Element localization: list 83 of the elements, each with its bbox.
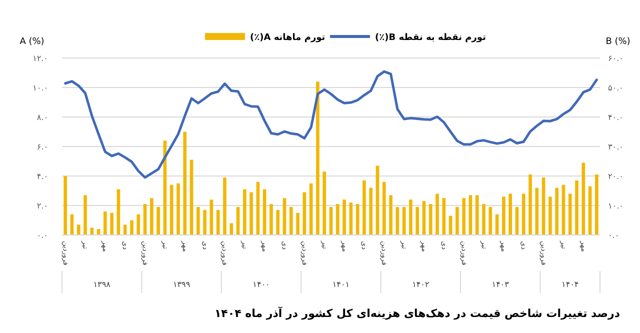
y2-tick-label: ۶۰.۰ xyxy=(608,54,624,63)
bar xyxy=(270,204,273,235)
line-series xyxy=(64,70,598,179)
bar xyxy=(382,182,386,235)
bar xyxy=(548,196,552,235)
bar xyxy=(136,214,140,235)
bar xyxy=(468,195,472,235)
y-axis-title: A (%) xyxy=(20,37,44,47)
bar xyxy=(462,198,466,235)
bar xyxy=(528,174,532,235)
bar xyxy=(502,196,506,235)
bar xyxy=(230,223,234,235)
y2-tick-label: ۰.۰ xyxy=(608,231,620,240)
bar xyxy=(64,176,67,235)
bar xyxy=(409,200,412,235)
bar xyxy=(250,192,253,235)
legend-label: تورم نقطه به نقطه B(٪) xyxy=(375,33,486,43)
y-tick-label: ۲.۰ xyxy=(36,202,48,210)
bar xyxy=(90,228,94,235)
bar xyxy=(289,206,293,235)
bar xyxy=(316,82,320,235)
legend-label: تورم ماهانه A(٪) xyxy=(250,33,326,43)
bar xyxy=(150,198,154,235)
bar xyxy=(296,212,300,235)
bar xyxy=(535,188,539,235)
y-tick-label: ۱۲.۰ xyxy=(32,54,48,63)
y2-tick-label: ۴۰.۰ xyxy=(608,113,624,122)
bar xyxy=(416,206,420,235)
bar xyxy=(76,224,80,235)
bar xyxy=(456,206,459,235)
bar xyxy=(342,200,346,235)
bar xyxy=(508,194,512,235)
bar xyxy=(302,192,306,235)
y2-tick-label: ۱۰.۰ xyxy=(608,202,624,210)
bar xyxy=(156,206,160,235)
bar xyxy=(196,206,200,235)
text: ۱۴۰۴ xyxy=(562,280,579,289)
y-tick-label: ۱۰.۰ xyxy=(32,84,48,92)
text: ۱۴۰۲ xyxy=(412,280,430,289)
bar xyxy=(376,166,380,235)
bar xyxy=(362,180,366,235)
bar xyxy=(104,211,107,235)
bar xyxy=(575,180,578,235)
bar xyxy=(389,195,392,235)
text: ۱۴۰۰ xyxy=(252,280,270,289)
bar xyxy=(522,194,526,235)
bar xyxy=(428,204,432,235)
text: درصد تغییرات شاخص قیمت در دهک‌های هزینه‌ای کل کشور در آذر ماه ۱۴۰۴ xyxy=(214,306,620,320)
bar xyxy=(568,194,572,235)
bar xyxy=(84,195,87,235)
bar xyxy=(488,206,492,235)
bar xyxy=(276,210,280,235)
bar xyxy=(595,174,598,235)
y2-tick-label: ۳۰.۰ xyxy=(608,142,624,152)
bar xyxy=(555,188,558,235)
bar xyxy=(582,162,586,235)
bar xyxy=(322,172,326,235)
bar xyxy=(482,204,486,235)
bar xyxy=(369,188,373,235)
bar xyxy=(542,177,546,235)
bar xyxy=(176,183,180,235)
bar xyxy=(336,204,340,235)
y-tick-label: ۴.۰ xyxy=(36,172,48,181)
text: ۱۳۹۹ xyxy=(172,280,190,289)
bar xyxy=(183,132,187,235)
text: ۱۳۹۸ xyxy=(93,280,112,289)
y-tick-label: ۶.۰ xyxy=(36,142,48,152)
bar xyxy=(203,210,206,235)
y2-axis-title: B (%) xyxy=(606,37,630,47)
y2-tick-label: ۵۰.۰ xyxy=(608,84,624,92)
bar xyxy=(110,212,114,235)
bar xyxy=(123,224,127,235)
bar xyxy=(223,177,226,235)
y-tick-label: ۸.۰ xyxy=(36,113,48,122)
text: ۱۴۰۱ xyxy=(332,280,350,289)
y2-tick-label: ۲۰.۰ xyxy=(608,172,624,181)
bar xyxy=(475,195,479,235)
bar xyxy=(130,220,134,235)
y-tick-label: ۰.۰ xyxy=(36,231,48,240)
text: ۱۴۰۳ xyxy=(492,280,510,289)
bar xyxy=(436,194,439,235)
bar xyxy=(242,189,246,235)
bar xyxy=(170,184,174,235)
